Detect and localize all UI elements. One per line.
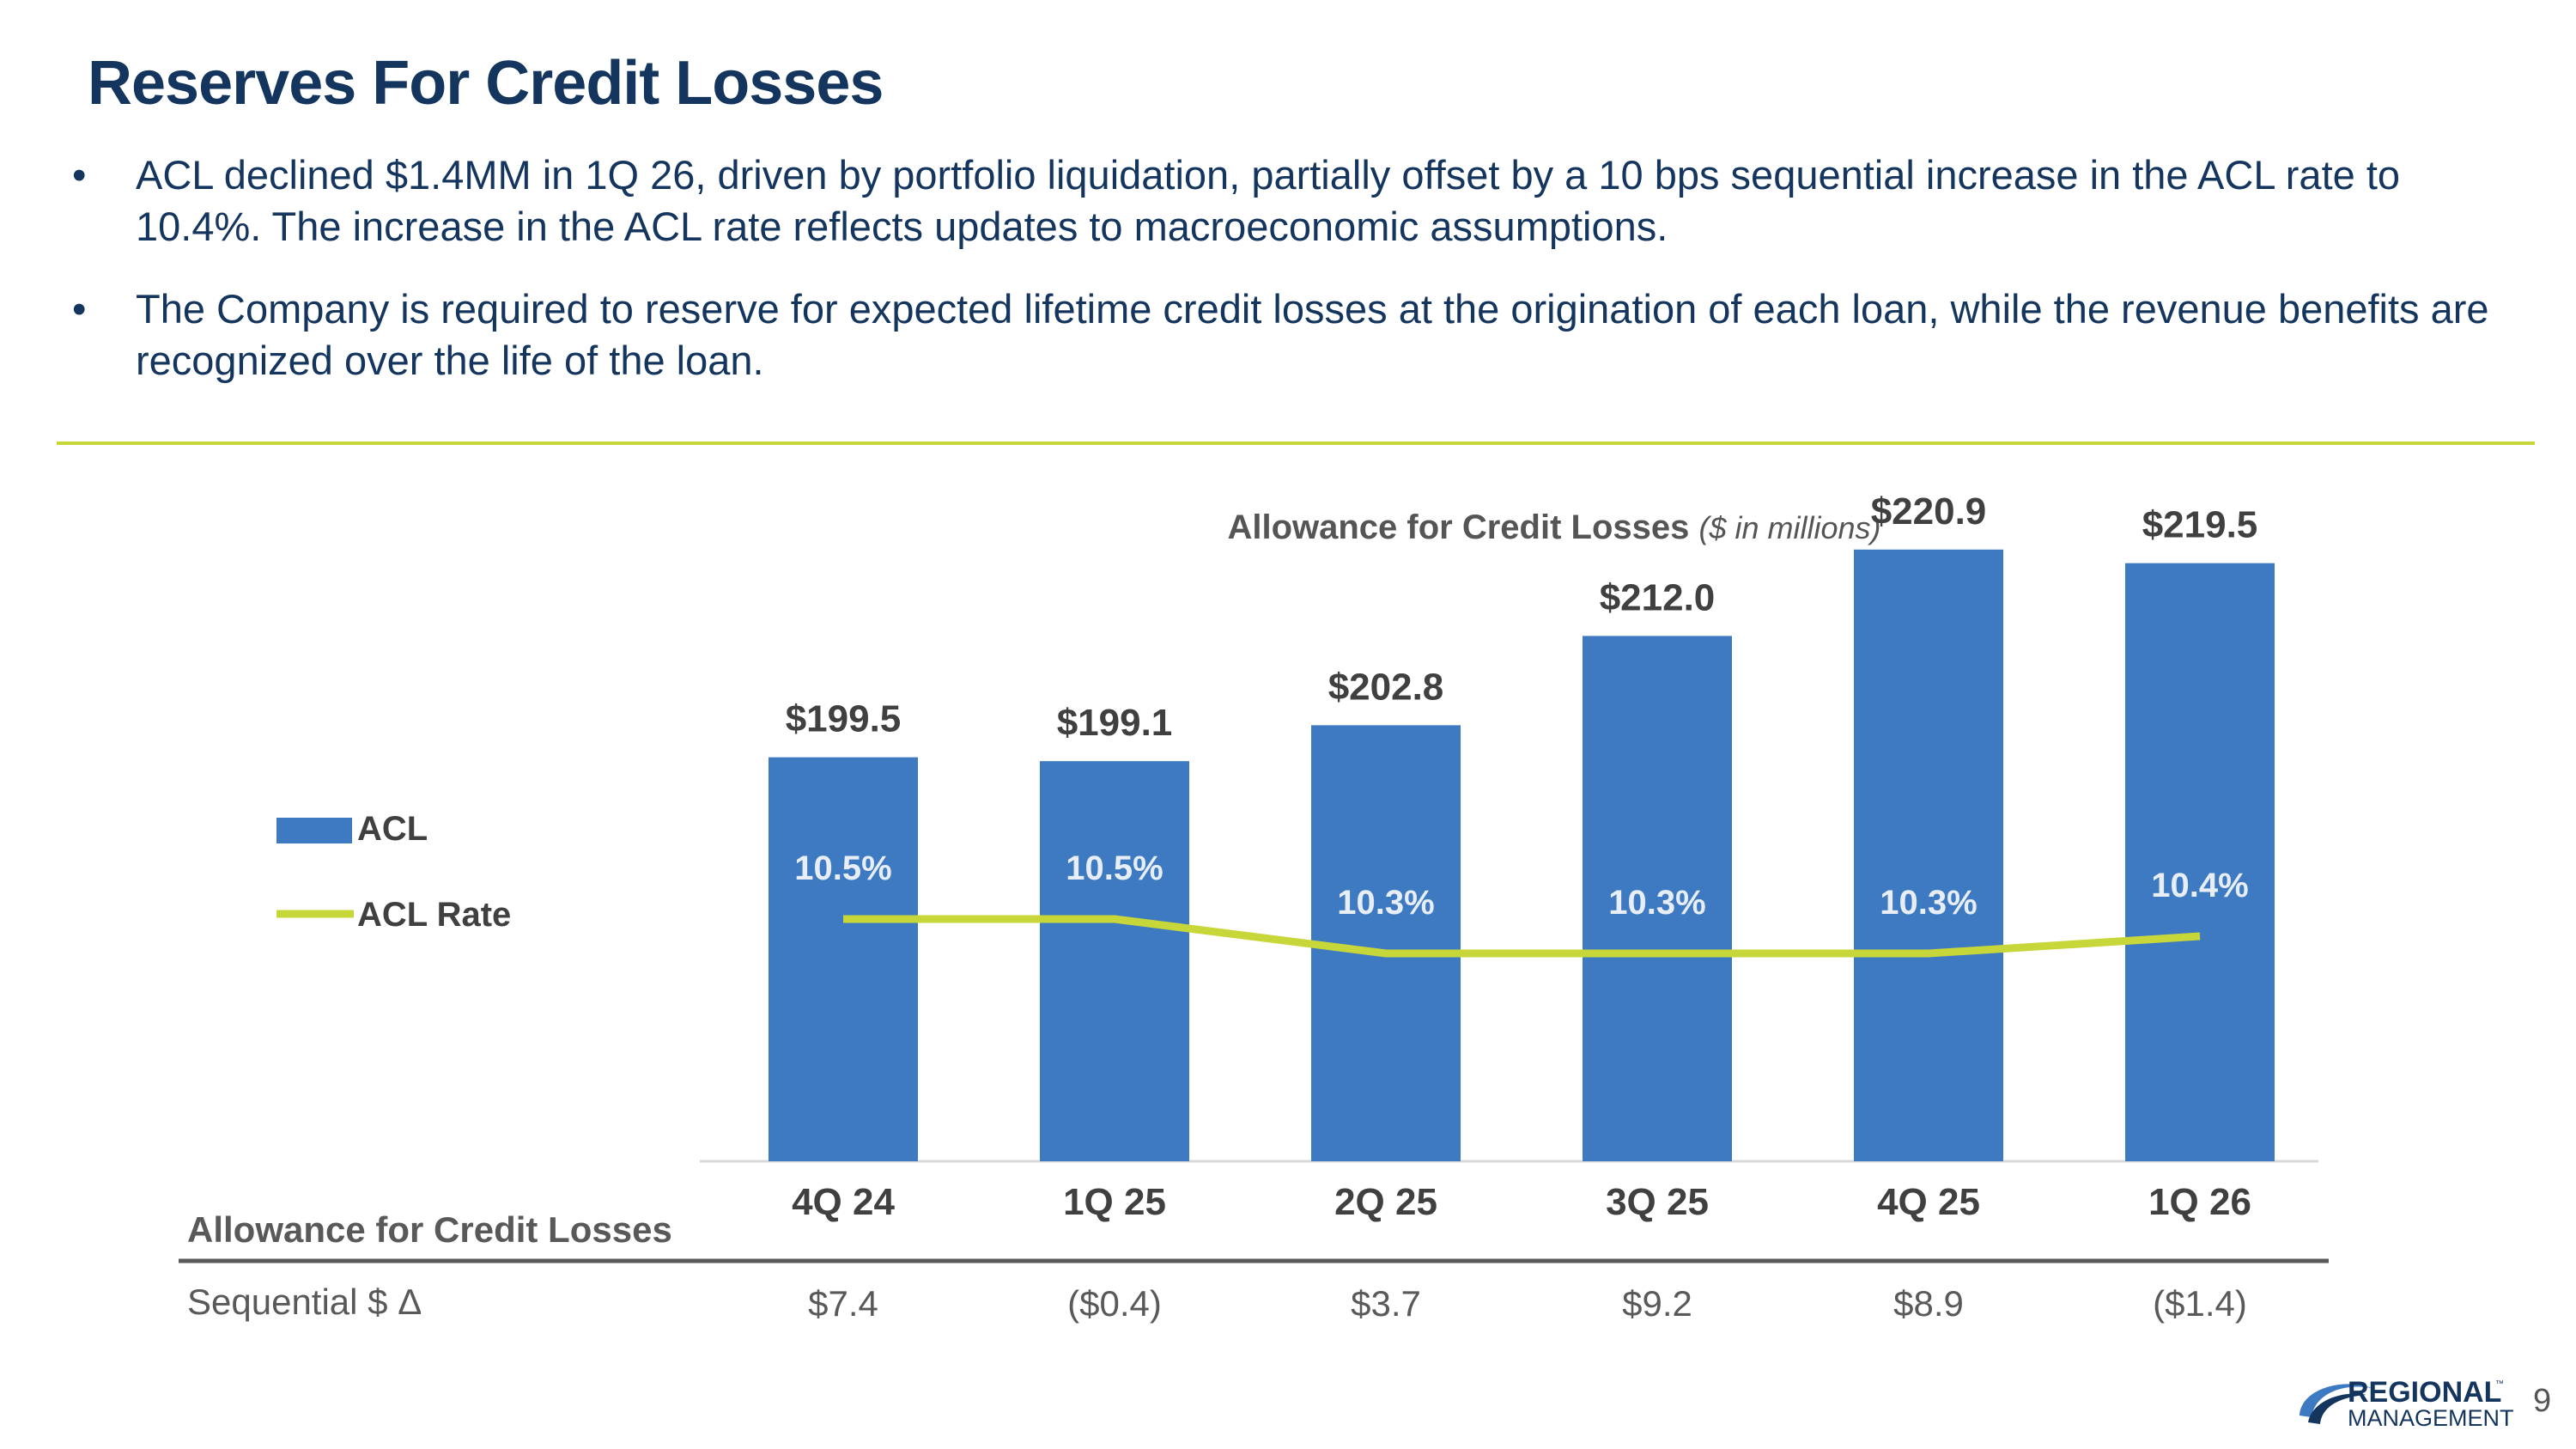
acl-bar-value-label: $199.1 — [1057, 702, 1173, 744]
acl-rate-label: 10.5% — [794, 849, 891, 887]
legend-acl-swatch — [276, 818, 352, 843]
logo-swoosh-inner — [2308, 1393, 2366, 1424]
legend-acl-label: ACL — [357, 810, 428, 848]
acl-bar — [769, 757, 918, 1161]
acl-rate-label: 10.3% — [1608, 884, 1705, 922]
bullet-list: • ACL declined $1.4MM in 1Q 26, driven b… — [72, 149, 2494, 417]
table-row-label: Sequential $ Δ — [187, 1282, 422, 1322]
logo-line2: MANAGEMENT — [2348, 1405, 2514, 1431]
regional-management-logo: REGIONAL ™ MANAGEMENT — [2300, 1376, 2514, 1431]
category-tick-label: 4Q 24 — [792, 1181, 895, 1223]
category-tick-label: 3Q 25 — [1606, 1181, 1709, 1223]
category-tick-label: 2Q 25 — [1334, 1181, 1437, 1223]
category-tick-label: 4Q 25 — [1877, 1181, 1980, 1223]
acl-bar-value-label: $212.0 — [1600, 576, 1716, 618]
logo-line1: REGIONAL — [2348, 1376, 2501, 1409]
chart-title-main: Allowance for Credit Losses — [1227, 508, 1690, 546]
acl-bar-value-label: $219.5 — [2142, 504, 2258, 546]
bullet-item: • ACL declined $1.4MM in 1Q 26, driven b… — [72, 149, 2494, 253]
table-header-label: Allowance for Credit Losses — [187, 1209, 672, 1250]
section-divider — [57, 441, 2535, 445]
acl-bar — [1040, 761, 1189, 1161]
page-title: Reserves For Credit Losses — [88, 49, 884, 118]
bullet-text: The Company is required to reserve for e… — [136, 286, 2489, 383]
acl-bar-value-label: $220.9 — [1871, 490, 1987, 533]
acl-bar-value-label: $199.5 — [786, 698, 902, 740]
acl-rate-label: 10.5% — [1066, 849, 1163, 887]
sequential-change-value: ($1.4) — [2153, 1283, 2247, 1324]
acl-rate-label: 10.4% — [2151, 867, 2248, 904]
logo-tm: ™ — [2495, 1379, 2504, 1389]
chart-title: Allowance for Credit Losses ($ in millio… — [927, 508, 2181, 547]
acl-rate-label: 10.3% — [1880, 884, 1977, 922]
sequential-change-value: ($0.4) — [1067, 1283, 1162, 1324]
sequential-change-value: $8.9 — [1893, 1283, 1964, 1324]
category-tick-label: 1Q 25 — [1063, 1181, 1166, 1223]
sequential-change-value: $9.2 — [1622, 1283, 1692, 1324]
logo-swoosh — [2300, 1384, 2372, 1417]
chart-subtitle: ($ in millions) — [1698, 510, 1881, 545]
bullet-glyph: • — [72, 286, 87, 332]
bullet-item: • The Company is required to reserve for… — [72, 283, 2494, 387]
bullet-text: ACL declined $1.4MM in 1Q 26, driven by … — [136, 152, 2401, 249]
sequential-change-value: $3.7 — [1351, 1283, 1421, 1324]
sequential-change-value: $7.4 — [808, 1283, 878, 1324]
acl-bar — [1854, 549, 2003, 1161]
bullet-glyph: • — [72, 152, 87, 198]
acl-bar — [2125, 563, 2275, 1161]
acl-bar-value-label: $202.8 — [1328, 666, 1444, 708]
legend-rate-label: ACL Rate — [357, 896, 511, 934]
page-number: 9 — [2533, 1383, 2552, 1419]
acl-bar — [1583, 636, 1732, 1161]
acl-rate-line — [843, 915, 2201, 958]
category-tick-label: 1Q 26 — [2148, 1181, 2251, 1223]
acl-rate-label: 10.3% — [1337, 884, 1434, 922]
